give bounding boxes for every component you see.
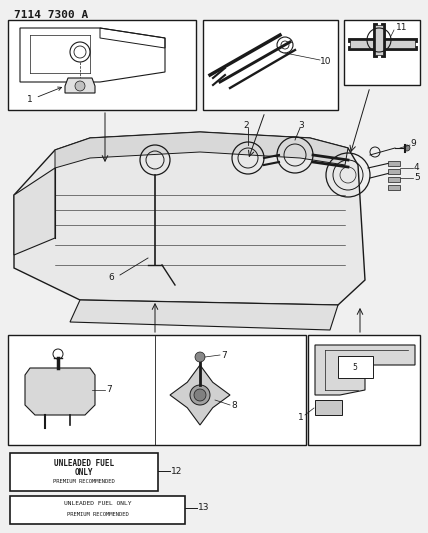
Bar xyxy=(388,169,400,174)
Text: 10: 10 xyxy=(320,58,332,67)
Text: 1: 1 xyxy=(27,87,62,104)
Polygon shape xyxy=(315,345,415,395)
Circle shape xyxy=(404,145,410,151)
Bar xyxy=(388,161,400,166)
Text: PREMIUM RECOMMENDED: PREMIUM RECOMMENDED xyxy=(53,479,115,484)
Bar xyxy=(350,40,415,48)
Text: 7114 7300 A: 7114 7300 A xyxy=(14,10,88,20)
Text: 12: 12 xyxy=(171,466,182,475)
Polygon shape xyxy=(25,368,95,415)
Bar xyxy=(8,335,306,445)
Text: 5: 5 xyxy=(353,364,357,373)
Text: 9: 9 xyxy=(410,139,416,148)
Bar xyxy=(8,20,196,110)
Bar xyxy=(203,20,338,110)
Circle shape xyxy=(75,81,85,91)
Text: UNLEADED FUEL: UNLEADED FUEL xyxy=(54,459,114,468)
Text: 5: 5 xyxy=(414,174,420,182)
Text: PREMIUM RECOMMENDED: PREMIUM RECOMMENDED xyxy=(67,512,128,517)
Text: 1: 1 xyxy=(298,413,304,422)
Bar xyxy=(375,25,383,55)
Text: 7: 7 xyxy=(221,351,227,359)
Bar xyxy=(308,335,420,445)
Text: ONLY: ONLY xyxy=(75,468,93,477)
Polygon shape xyxy=(55,132,348,168)
Text: 8: 8 xyxy=(231,400,237,409)
Bar xyxy=(10,496,185,524)
Text: 11: 11 xyxy=(396,22,407,31)
Bar xyxy=(10,453,158,491)
Text: 7: 7 xyxy=(106,385,112,394)
Polygon shape xyxy=(14,132,365,305)
Bar xyxy=(388,177,400,182)
Bar xyxy=(338,356,373,378)
Polygon shape xyxy=(14,168,55,255)
Polygon shape xyxy=(70,300,338,330)
Bar xyxy=(388,185,400,190)
Circle shape xyxy=(195,352,205,362)
Circle shape xyxy=(194,389,206,401)
Text: 13: 13 xyxy=(198,504,209,513)
Text: 3: 3 xyxy=(298,120,304,130)
Polygon shape xyxy=(65,78,95,93)
Bar xyxy=(344,20,420,85)
Polygon shape xyxy=(170,365,230,425)
Text: 4: 4 xyxy=(414,164,419,173)
Circle shape xyxy=(190,385,210,405)
Text: 6: 6 xyxy=(108,272,114,281)
Polygon shape xyxy=(315,400,342,415)
Text: UNLEADED FUEL ONLY: UNLEADED FUEL ONLY xyxy=(64,501,131,506)
Text: 2: 2 xyxy=(243,120,249,130)
